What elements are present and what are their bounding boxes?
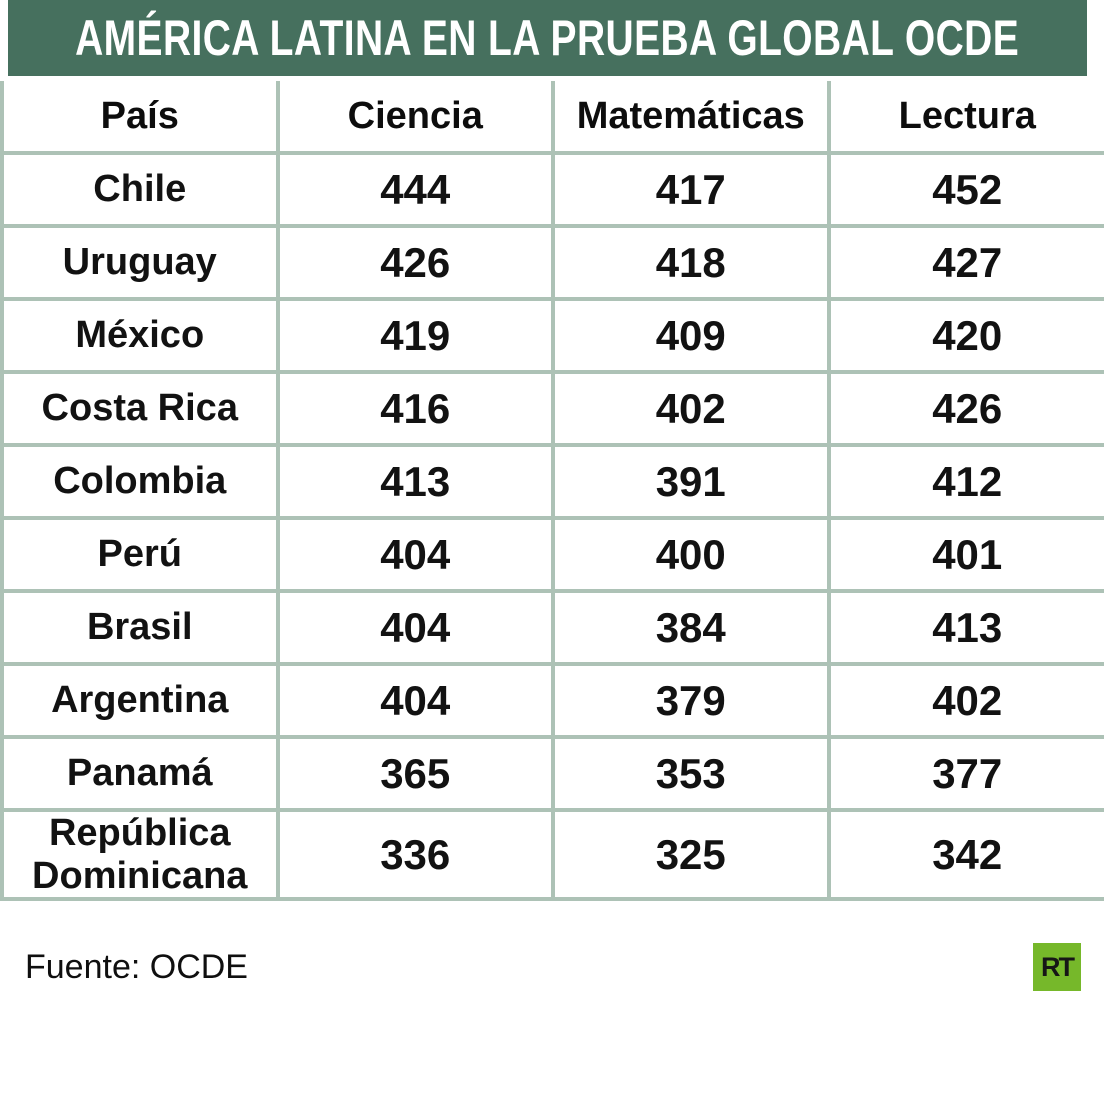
ciencia-score-cell: 404: [275, 589, 555, 666]
matematicas-score-cell: 384: [551, 589, 831, 666]
matematicas-score-cell: 379: [551, 662, 831, 739]
table-row: Panamá 365 353 377: [0, 735, 1104, 812]
table-row: República Dominicana 336 325 342: [0, 807, 1104, 902]
column-header-matematicas: Matemáticas: [551, 81, 831, 155]
lectura-score-cell: 426: [826, 370, 1104, 447]
country-cell: Chile: [0, 151, 280, 228]
ciencia-score-cell: 416: [275, 370, 555, 447]
lectura-score-cell: 342: [826, 807, 1104, 902]
country-cell: Argentina: [0, 662, 280, 739]
title-banner: AMÉRICA LATINA EN LA PRUEBA GLOBAL OCDE: [8, 0, 1087, 76]
country-cell: México: [0, 297, 280, 374]
column-header-lectura: Lectura: [826, 81, 1104, 155]
matematicas-score-cell: 402: [551, 370, 831, 447]
matematicas-score-cell: 418: [551, 224, 831, 301]
ciencia-score-cell: 404: [275, 516, 555, 593]
country-cell: Brasil: [0, 589, 280, 666]
lectura-score-cell: 402: [826, 662, 1104, 739]
lectura-score-cell: 413: [826, 589, 1104, 666]
table-row: Perú 404 400 401: [0, 516, 1104, 593]
rt-logo-text: RT: [1041, 951, 1075, 982]
matematicas-score-cell: 409: [551, 297, 831, 374]
table-body: Chile 444 417 452 Uruguay 426 418 427 Mé…: [0, 151, 1104, 902]
table-row: Brasil 404 384 413: [0, 589, 1104, 666]
country-cell: Panamá: [0, 735, 280, 812]
table-row: Chile 444 417 452: [0, 151, 1104, 228]
lectura-score-cell: 377: [826, 735, 1104, 812]
lectura-score-cell: 452: [826, 151, 1104, 228]
table-row: Uruguay 426 418 427: [0, 224, 1104, 301]
table-row: Costa Rica 416 402 426: [0, 370, 1104, 447]
rt-logo: RT: [1033, 943, 1081, 992]
column-header-ciencia: Ciencia: [275, 81, 555, 155]
ciencia-score-cell: 365: [275, 735, 555, 812]
table-row: Argentina 404 379 402: [0, 662, 1104, 739]
ciencia-score-cell: 336: [275, 807, 555, 902]
country-cell: Uruguay: [0, 224, 280, 301]
ciencia-score-cell: 419: [275, 297, 555, 374]
lectura-score-cell: 427: [826, 224, 1104, 301]
matematicas-score-cell: 391: [551, 443, 831, 520]
matematicas-score-cell: 325: [551, 807, 831, 902]
lectura-score-cell: 412: [826, 443, 1104, 520]
matematicas-score-cell: 417: [551, 151, 831, 228]
matematicas-score-cell: 400: [551, 516, 831, 593]
ciencia-score-cell: 404: [275, 662, 555, 739]
infographic-title: AMÉRICA LATINA EN LA PRUEBA GLOBAL OCDE: [75, 10, 1020, 66]
footer: Fuente: OCDE RT: [0, 901, 1104, 992]
lectura-score-cell: 401: [826, 516, 1104, 593]
header-row: País Ciencia Matemáticas Lectura: [0, 81, 1104, 155]
matematicas-score-cell: 353: [551, 735, 831, 812]
table-row: México 419 409 420: [0, 297, 1104, 374]
ciencia-score-cell: 444: [275, 151, 555, 228]
column-header-pais: País: [0, 81, 280, 155]
lectura-score-cell: 420: [826, 297, 1104, 374]
country-cell: Colombia: [0, 443, 280, 520]
country-cell: República Dominicana: [0, 807, 280, 902]
ciencia-score-cell: 413: [275, 443, 555, 520]
source-label: Fuente: OCDE: [25, 947, 248, 986]
ciencia-score-cell: 426: [275, 224, 555, 301]
table-header: País Ciencia Matemáticas Lectura: [0, 81, 1104, 155]
country-cell: Perú: [0, 516, 280, 593]
country-cell: Costa Rica: [0, 370, 280, 447]
table-row: Colombia 413 391 412: [0, 443, 1104, 520]
scores-table: País Ciencia Matemáticas Lectura Chile 4…: [0, 81, 1104, 902]
